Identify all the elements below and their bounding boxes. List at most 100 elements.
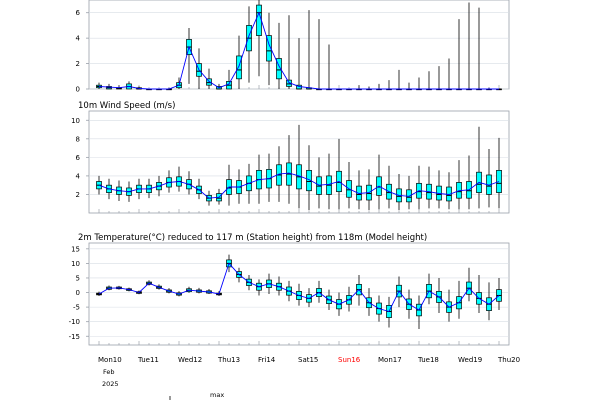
wind-panel-title: 10m Wind Speed (m/s) bbox=[78, 101, 175, 111]
ensemble-mean-line bbox=[98, 262, 500, 313]
box-whisker bbox=[396, 174, 402, 211]
box-whisker bbox=[396, 69, 402, 91]
box-whisker bbox=[416, 295, 422, 329]
box-whisker bbox=[186, 27, 192, 84]
box-whisker bbox=[356, 275, 362, 306]
box-whisker bbox=[226, 69, 232, 90]
box-whisker bbox=[306, 10, 312, 90]
box-whisker bbox=[486, 282, 492, 321]
box-whisker bbox=[386, 80, 392, 91]
box-whisker bbox=[456, 19, 462, 91]
box-whisker bbox=[466, 2, 472, 91]
box-whisker bbox=[446, 172, 452, 210]
box-whisker bbox=[96, 82, 102, 89]
wind-speed-panel: 2 4 6 8 10 bbox=[71, 110, 510, 214]
box-whisker bbox=[346, 162, 352, 209]
box-whisker bbox=[426, 166, 432, 209]
box-whisker bbox=[106, 83, 112, 90]
quartile-box bbox=[276, 58, 282, 80]
box-whisker bbox=[386, 165, 392, 209]
box-whisker bbox=[256, 279, 262, 296]
x-day-label: Mon17 bbox=[378, 356, 402, 364]
y-tick-label: -10 bbox=[69, 318, 80, 326]
quartile-box bbox=[496, 169, 502, 193]
box-whisker bbox=[186, 171, 192, 195]
box-whisker bbox=[456, 160, 462, 210]
box-whisker bbox=[226, 164, 232, 206]
box-whisker bbox=[406, 175, 412, 210]
box-whisker bbox=[416, 77, 422, 91]
y-tick-label: 8 bbox=[76, 135, 80, 143]
y-tick-label: 2 bbox=[76, 60, 80, 68]
box-whisker bbox=[366, 169, 372, 211]
quartile-box bbox=[206, 78, 212, 86]
box-whisker bbox=[466, 155, 472, 210]
box-whisker bbox=[286, 135, 292, 204]
box-whisker bbox=[376, 154, 382, 210]
y-tick-label: 6 bbox=[76, 154, 81, 162]
y-tick-label: -15 bbox=[69, 333, 80, 341]
box-whisker bbox=[446, 58, 452, 91]
box-whisker bbox=[336, 138, 342, 210]
box-whisker bbox=[296, 124, 302, 209]
x-day-label: Thu13 bbox=[217, 356, 240, 364]
y-tick-label: 2 bbox=[76, 191, 80, 199]
box-whisker bbox=[286, 15, 292, 89]
y-tick-label: 4 bbox=[76, 35, 81, 43]
box-whisker bbox=[126, 81, 132, 90]
y-tick-label: 10 bbox=[71, 260, 80, 268]
box-whisker bbox=[466, 267, 472, 302]
y-tick-label: 0 bbox=[76, 86, 80, 94]
box-whisker bbox=[316, 19, 322, 91]
temperature-panel-title: 2m Temperature(°C) reduced to 117 m (Sta… bbox=[78, 233, 427, 243]
legend-max-label: max bbox=[210, 391, 224, 399]
box-whisker bbox=[486, 149, 492, 208]
box-whisker bbox=[426, 71, 432, 91]
x-day-label: Mon10 bbox=[98, 356, 122, 364]
ensemble-mean-line bbox=[98, 172, 500, 199]
ensemble-mean-line bbox=[98, 11, 499, 90]
box-whisker bbox=[236, 35, 242, 89]
box-whisker bbox=[346, 286, 352, 312]
box-whisker bbox=[276, 22, 282, 89]
quartile-box bbox=[236, 55, 242, 80]
box-whisker bbox=[416, 165, 422, 210]
box-whisker bbox=[326, 44, 332, 91]
box-whisker bbox=[316, 157, 322, 209]
y-tick-label: 4 bbox=[76, 172, 81, 180]
x-day-label: Fri14 bbox=[258, 356, 276, 364]
box-whisker bbox=[266, 12, 272, 86]
box-whisker bbox=[306, 145, 312, 211]
quartile-box bbox=[256, 4, 262, 36]
x-day-label: Wed19 bbox=[458, 356, 482, 364]
box-whisker bbox=[436, 66, 442, 91]
y-tick-label: -5 bbox=[73, 304, 80, 312]
y-tick-label: 5 bbox=[76, 274, 80, 282]
box-whisker bbox=[176, 166, 182, 192]
x-day-label: Sat15 bbox=[298, 356, 318, 364]
x-day-label: Sun16 bbox=[338, 356, 361, 364]
y-tick-label: 0 bbox=[76, 289, 80, 297]
x-axis-day-labels: Mon10 Tue11 Wed12 Thu13 Fri14 Sat15 Sun16 Mon17… bbox=[98, 356, 520, 364]
y-tick-label: 15 bbox=[71, 245, 80, 253]
temperature-panel: -15 -10 -5 0 5 10 15 bbox=[69, 242, 510, 346]
x-day-label: Tue11 bbox=[137, 356, 159, 364]
y-tick-label: 6 bbox=[76, 9, 81, 17]
box-whisker bbox=[326, 153, 332, 210]
x-day-label: Tue18 bbox=[417, 356, 439, 364]
box-whisker bbox=[316, 280, 322, 303]
quartile-box bbox=[266, 35, 272, 62]
box-whisker bbox=[96, 175, 102, 195]
year-label: 2025 bbox=[102, 380, 119, 388]
box-whisker bbox=[166, 170, 172, 193]
x-day-label: Wed12 bbox=[178, 356, 202, 364]
precipitation-panel: 0 2 4 6 bbox=[76, 0, 510, 94]
box-whisker bbox=[496, 277, 502, 311]
box-whisker bbox=[196, 48, 202, 89]
x-day-label: Thu20 bbox=[497, 356, 520, 364]
month-label: Feb bbox=[103, 368, 115, 376]
y-tick-label: 10 bbox=[71, 117, 80, 125]
box-whisker bbox=[386, 296, 392, 328]
box-whisker bbox=[246, 6, 252, 83]
